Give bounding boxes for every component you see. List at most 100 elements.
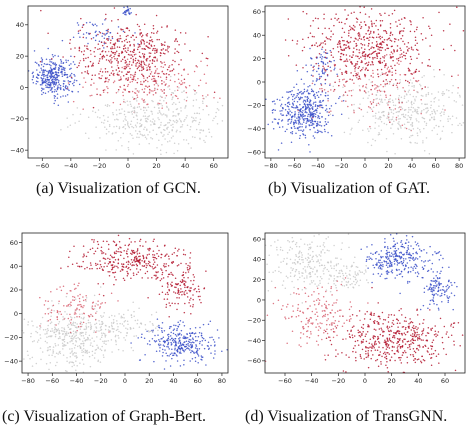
scatter-point	[352, 51, 355, 53]
scatter-point	[441, 130, 444, 132]
scatter-point	[160, 153, 162, 156]
scatter-point	[99, 48, 101, 50]
scatter-point	[415, 80, 417, 82]
scatter-point	[122, 313, 125, 316]
scatter-point	[352, 24, 355, 27]
scatter-point	[295, 254, 297, 256]
scatter-point	[414, 272, 417, 274]
scatter-point	[83, 316, 85, 319]
x-tick-label: −60	[288, 162, 302, 170]
scatter-point	[451, 284, 453, 286]
scatter-point	[56, 361, 58, 364]
scatter-point	[407, 247, 409, 249]
scatter-point	[86, 45, 88, 47]
scatter-point	[270, 244, 272, 247]
scatter-point	[87, 65, 90, 67]
scatter-point	[62, 354, 65, 356]
scatter-point	[153, 60, 156, 62]
scatter-point	[221, 104, 224, 107]
scatter-point	[315, 254, 317, 256]
scatter-point	[305, 118, 307, 120]
scatter-point	[122, 30, 125, 33]
scatter-point	[124, 124, 126, 126]
scatter-point	[162, 135, 164, 138]
scatter-point	[286, 128, 288, 131]
scatter-point	[310, 64, 312, 66]
scatter-point	[154, 65, 156, 68]
scatter-point	[213, 117, 215, 120]
scatter-point	[27, 323, 29, 326]
x-tick-label: −80	[21, 377, 35, 385]
scatter-point	[337, 41, 340, 43]
scatter-point	[442, 105, 445, 107]
scatter-point	[324, 52, 327, 54]
scatter-point	[117, 91, 119, 93]
scatter-point	[389, 255, 391, 258]
scatter-point	[148, 43, 151, 45]
scatter-point	[156, 48, 158, 51]
scatter-point	[381, 90, 383, 92]
scatter-point	[61, 339, 64, 341]
scatter-point	[64, 310, 66, 313]
scatter-point	[110, 339, 113, 341]
scatter-point	[450, 292, 453, 294]
scatter-point	[123, 337, 125, 339]
scatter-point	[84, 298, 87, 301]
scatter-point	[327, 65, 329, 68]
scatter-point	[111, 264, 114, 266]
scatter-point	[407, 100, 410, 102]
scatter-point	[195, 117, 197, 119]
scatter-point	[127, 272, 129, 274]
scatter-point	[393, 40, 396, 43]
scatter-point	[436, 271, 439, 273]
scatter-point	[176, 120, 179, 122]
scatter-point	[417, 245, 420, 247]
scatter-point	[457, 124, 459, 127]
scatter-point	[72, 342, 74, 345]
scatter-point	[106, 91, 109, 94]
scatter-point	[398, 252, 401, 254]
scatter-point	[280, 261, 282, 263]
scatter-point	[86, 266, 88, 269]
scatter-point	[340, 248, 343, 251]
scatter-point	[115, 125, 118, 128]
scatter-point	[402, 258, 405, 260]
scatter-point	[322, 107, 324, 109]
scatter-point	[176, 129, 178, 132]
scatter-point	[94, 262, 97, 265]
scatter-point	[321, 32, 324, 35]
scatter-point	[400, 18, 403, 20]
scatter-point	[402, 40, 404, 43]
scatter-point	[156, 38, 158, 41]
scatter-point	[372, 138, 374, 141]
scatter-point	[317, 96, 320, 99]
scatter-point	[127, 309, 129, 311]
scatter-point	[413, 72, 415, 74]
scatter-point	[159, 344, 162, 346]
scatter-point	[76, 323, 78, 325]
scatter-point	[391, 74, 394, 76]
scatter-point	[374, 83, 376, 86]
scatter-point	[379, 115, 381, 118]
scatter-point	[295, 64, 298, 66]
scatter-point	[167, 255, 170, 258]
scatter-point	[116, 64, 119, 67]
scatter-point	[159, 76, 162, 78]
scatter-point	[187, 344, 189, 346]
scatter-point	[314, 101, 317, 103]
scatter-point	[350, 27, 352, 29]
scatter-point	[395, 118, 397, 120]
scatter-point	[103, 37, 106, 40]
scatter-point	[63, 80, 66, 82]
scatter-point	[385, 30, 387, 33]
scatter-point	[192, 274, 195, 276]
scatter-point	[302, 268, 305, 270]
scatter-point	[198, 123, 200, 126]
scatter-point	[52, 330, 54, 332]
scatter-point	[182, 82, 184, 84]
scatter-point	[151, 121, 154, 123]
scatter-point	[121, 108, 123, 110]
scatter-point	[295, 120, 297, 122]
scatter-point	[63, 328, 66, 331]
scatter-point	[149, 343, 151, 346]
